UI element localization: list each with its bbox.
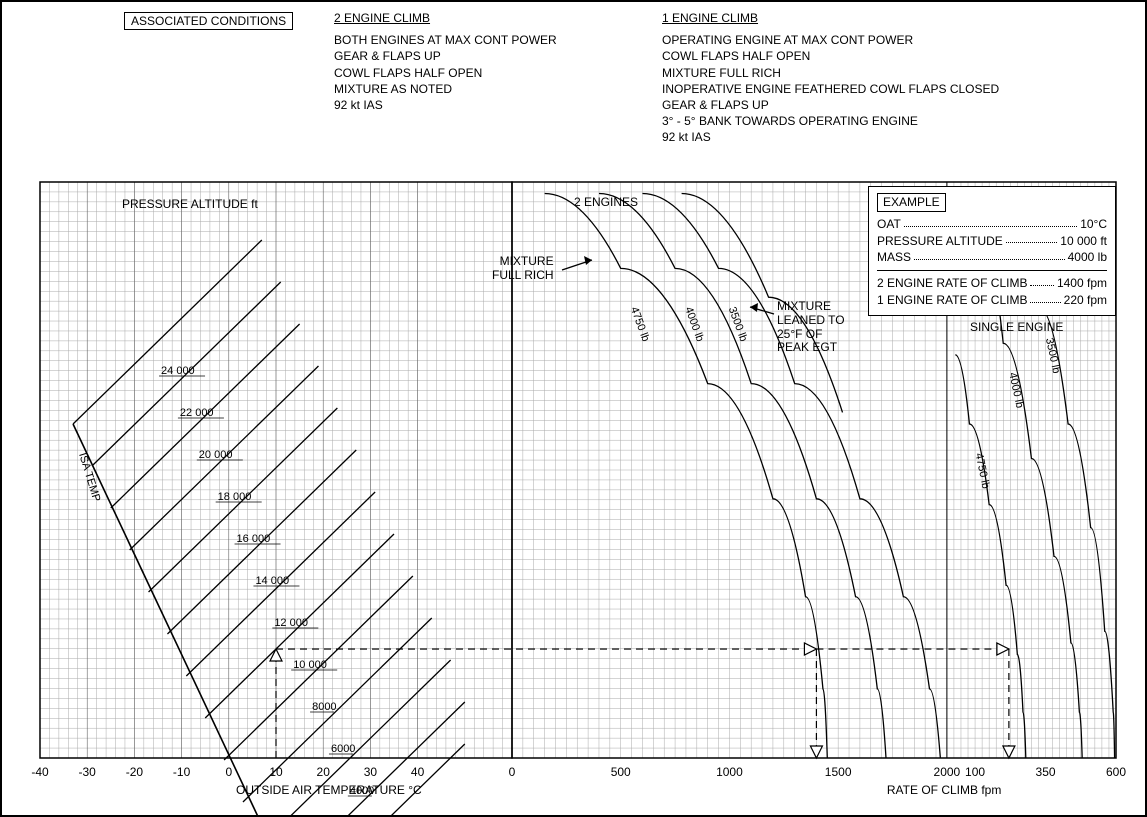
svg-text:22 000: 22 000	[180, 407, 214, 419]
svg-text:30: 30	[364, 765, 378, 779]
svg-text:0: 0	[225, 765, 232, 779]
svg-text:10: 10	[269, 765, 283, 779]
mixture-lean-label: MIXTURELEANED TO25°F OFPEAK EGT	[777, 300, 845, 355]
svg-text:3500 lb: 3500 lb	[1043, 337, 1062, 375]
example-result: 2 ENGINE RATE OF CLIMB1400 fpm	[877, 275, 1107, 292]
svg-text:10 000: 10 000	[293, 659, 327, 671]
svg-text:1000: 1000	[716, 765, 743, 779]
two-engines-label: 2 ENGINES	[574, 195, 638, 209]
svg-text:-20: -20	[126, 765, 144, 779]
svg-text:40: 40	[411, 765, 425, 779]
svg-text:100: 100	[965, 765, 985, 779]
svg-text:20: 20	[317, 765, 331, 779]
svg-text:350: 350	[1036, 765, 1056, 779]
single-engine-label: SINGLE ENGINE	[970, 320, 1063, 334]
mixture-rich-label: MIXTUREFULL RICH	[492, 255, 554, 283]
page-frame: ASSOCIATED CONDITIONS 2 ENGINE CLIMB BOT…	[0, 0, 1147, 817]
svg-text:RATE OF CLIMB fpm: RATE OF CLIMB fpm	[887, 783, 1001, 797]
svg-text:14 000: 14 000	[255, 575, 289, 587]
svg-text:-10: -10	[173, 765, 191, 779]
chart-svg: -40 -30 -20 -10 0 10 20 30 40 0 500 1000 1500 2000 100…	[2, 2, 1145, 815]
svg-text:600: 600	[1106, 765, 1126, 779]
svg-text:-30: -30	[79, 765, 97, 779]
svg-text:OUTSIDE AIR TEMPERATURE °C: OUTSIDE AIR TEMPERATURE °C	[236, 783, 422, 797]
svg-text:20 000: 20 000	[199, 449, 233, 461]
example-row: MASS4000 lb	[877, 249, 1107, 266]
svg-text:4750 lb: 4750 lb	[972, 452, 991, 490]
example-row: OAT10°C	[877, 216, 1107, 233]
svg-text:16 000: 16 000	[237, 533, 271, 545]
svg-text:500: 500	[611, 765, 631, 779]
svg-text:-40: -40	[31, 765, 49, 779]
pressure-alt-title: PRESSURE ALTITUDE ft	[122, 197, 258, 211]
svg-text:18 000: 18 000	[218, 491, 252, 503]
svg-text:1500: 1500	[825, 765, 852, 779]
svg-text:0: 0	[509, 765, 516, 779]
svg-text:24 000: 24 000	[161, 365, 195, 377]
svg-text:4000: 4000	[350, 785, 374, 797]
svg-text:12 000: 12 000	[274, 617, 308, 629]
svg-text:2000: 2000	[934, 765, 961, 779]
svg-text:8000: 8000	[312, 701, 336, 713]
svg-text:6000: 6000	[331, 743, 355, 755]
example-title: EXAMPLE	[877, 193, 946, 212]
example-box: EXAMPLE OAT10°C PRESSURE ALTITUDE10 000 …	[868, 186, 1116, 316]
example-result: 1 ENGINE RATE OF CLIMB220 fpm	[877, 292, 1107, 309]
